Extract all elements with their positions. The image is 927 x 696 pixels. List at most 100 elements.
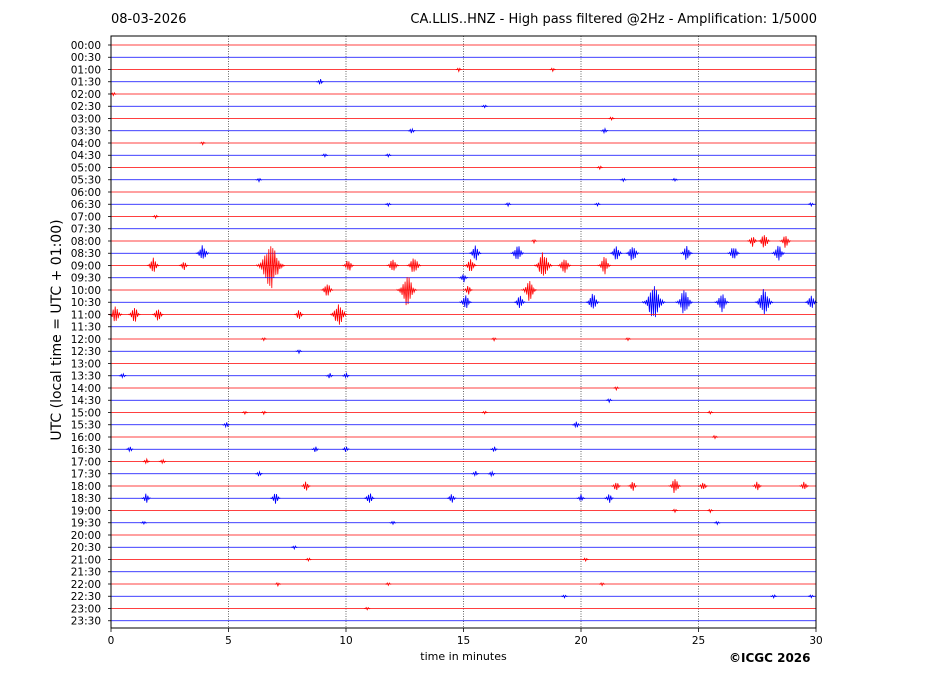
event-spike (321, 153, 329, 158)
x-tick-label: 20 (574, 635, 587, 647)
y-tick-label: 17:00 (71, 456, 101, 468)
event-spike (594, 202, 601, 208)
event-spike (491, 337, 498, 342)
y-tick-label: 07:00 (71, 211, 101, 223)
x-tick-label: 0 (108, 635, 115, 647)
y-tick-label: 05:30 (71, 175, 101, 187)
event-spike (141, 493, 151, 503)
event-spike (619, 177, 627, 183)
event-spike (481, 104, 488, 109)
y-axis-label: UTC (local time = UTC + 01:00) (49, 219, 65, 441)
y-tick-label: 09:00 (71, 260, 101, 272)
event-spike (521, 280, 538, 301)
copyright-label: ©ICGC 2026 (729, 651, 811, 665)
event-spike (642, 286, 666, 318)
y-tick-label: 15:00 (71, 407, 101, 419)
event-spike (316, 79, 324, 85)
event-spike (364, 606, 371, 611)
event-spike (510, 246, 525, 260)
event-spike (294, 310, 304, 319)
y-tick-label: 11:30 (71, 322, 101, 334)
y-tick-label: 16:00 (71, 432, 101, 444)
event-spike (557, 259, 572, 273)
axes: 00:0000:3001:0001:3002:0002:3003:0003:30… (71, 35, 823, 647)
event-spike (396, 277, 418, 306)
event-spike (459, 295, 472, 309)
event-spike (771, 245, 786, 261)
y-tick-label: 23:00 (71, 603, 101, 615)
y-tick-label: 02:30 (71, 101, 101, 113)
y-tick-label: 03:30 (71, 126, 101, 138)
x-tick-label: 30 (809, 635, 822, 647)
y-tick-label: 10:00 (71, 285, 101, 297)
event-spike (385, 582, 392, 587)
event-spike (707, 410, 714, 415)
x-tick-label: 25 (692, 635, 705, 647)
event-spike (222, 422, 230, 429)
event-spike (255, 177, 263, 183)
y-tick-label: 12:00 (71, 334, 101, 346)
y-tick-label: 11:00 (71, 309, 101, 321)
event-spike (807, 594, 815, 599)
event-spike (711, 434, 719, 440)
x-tick-label: 10 (339, 635, 352, 647)
y-tick-label: 05:00 (71, 162, 101, 174)
event-spike (305, 557, 312, 562)
event-spike (142, 457, 150, 465)
x-tick-label: 15 (457, 635, 470, 647)
event-spike (713, 520, 721, 526)
y-tick-label: 22:00 (71, 579, 101, 591)
y-tick-label: 13:00 (71, 358, 101, 370)
y-tick-label: 12:30 (71, 346, 101, 358)
y-tick-label: 04:30 (71, 150, 101, 162)
y-tick-label: 00:00 (71, 40, 101, 52)
event-spike (295, 349, 303, 355)
event-spike (534, 252, 553, 276)
event-spike (549, 67, 556, 73)
event-spike (680, 245, 693, 260)
event-spike (260, 337, 267, 342)
event-spike (530, 239, 538, 245)
event-spike (727, 248, 740, 259)
event-spike (613, 386, 620, 392)
event-spike (125, 446, 134, 453)
y-tick-label: 14:00 (71, 383, 101, 395)
y-tick-label: 18:30 (71, 493, 101, 505)
y-tick-label: 20:30 (71, 542, 101, 554)
event-spike (752, 481, 762, 491)
y-tick-label: 23:30 (71, 616, 101, 628)
event-spike (757, 235, 771, 248)
event-spike (260, 410, 267, 416)
event-spike (707, 508, 714, 514)
y-tick-label: 20:00 (71, 530, 101, 542)
event-spike (455, 67, 462, 73)
event-spike (571, 421, 581, 429)
y-tick-label: 15:30 (71, 420, 101, 432)
event-spike (458, 274, 469, 283)
event-spike (195, 245, 210, 259)
event-spike (714, 294, 730, 313)
event-spike (487, 470, 496, 478)
y-tick-label: 21:00 (71, 554, 101, 566)
event-spike (627, 481, 638, 491)
event-spike (384, 202, 392, 208)
y-tick-label: 08:30 (71, 248, 101, 260)
event-spike (364, 493, 375, 503)
event-spike (152, 214, 159, 220)
event-spike (605, 398, 613, 404)
event-spike (128, 307, 141, 322)
event-spike (468, 245, 482, 261)
y-tick-label: 01:30 (71, 77, 101, 89)
event-spike (600, 127, 609, 135)
y-tick-label: 22:30 (71, 591, 101, 603)
event-spike (386, 259, 400, 271)
y-tick-label: 19:00 (71, 505, 101, 517)
event-spike (311, 446, 320, 453)
event-spike (779, 236, 792, 248)
event-spike (471, 470, 479, 477)
y-tick-label: 10:30 (71, 297, 101, 309)
event-spike (770, 594, 777, 600)
y-tick-label: 06:00 (71, 187, 101, 199)
event-spike (274, 582, 282, 588)
